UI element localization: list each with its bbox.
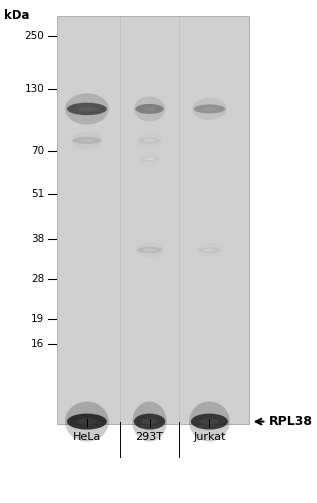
Ellipse shape [191,413,228,430]
Ellipse shape [142,107,157,111]
Ellipse shape [192,98,227,120]
Text: 130: 130 [24,84,44,94]
Ellipse shape [80,139,94,142]
Ellipse shape [134,413,165,430]
Ellipse shape [189,401,230,442]
Ellipse shape [67,103,107,115]
Text: Jurkat: Jurkat [193,432,226,442]
Ellipse shape [65,93,109,125]
Ellipse shape [137,247,162,253]
Ellipse shape [65,401,109,442]
Text: HeLa: HeLa [73,432,101,442]
Text: 70: 70 [31,146,44,156]
Ellipse shape [204,249,215,251]
Ellipse shape [145,158,155,160]
Bar [57,17,249,424]
Ellipse shape [71,132,103,149]
Text: 293T: 293T [136,432,164,442]
Text: 38: 38 [31,234,44,244]
Ellipse shape [135,104,164,114]
Text: 250: 250 [24,31,44,41]
Ellipse shape [202,107,217,111]
Ellipse shape [197,243,222,257]
Text: 19: 19 [31,314,44,324]
Ellipse shape [194,105,225,114]
Ellipse shape [139,152,160,166]
Ellipse shape [139,156,159,161]
Ellipse shape [134,97,165,121]
Ellipse shape [142,418,158,425]
Ellipse shape [143,248,156,252]
Ellipse shape [135,242,164,258]
Ellipse shape [67,413,107,430]
Ellipse shape [77,418,97,425]
Text: 16: 16 [31,339,44,349]
Ellipse shape [200,418,219,425]
Ellipse shape [138,137,161,144]
Text: 51: 51 [31,189,44,199]
Ellipse shape [77,107,97,112]
Ellipse shape [144,139,155,142]
Ellipse shape [73,137,101,144]
Text: 28: 28 [31,274,44,284]
Ellipse shape [198,247,221,253]
Ellipse shape [137,132,162,148]
Text: kDa: kDa [4,9,30,22]
Text: RPL38: RPL38 [269,415,313,428]
Ellipse shape [132,401,167,442]
